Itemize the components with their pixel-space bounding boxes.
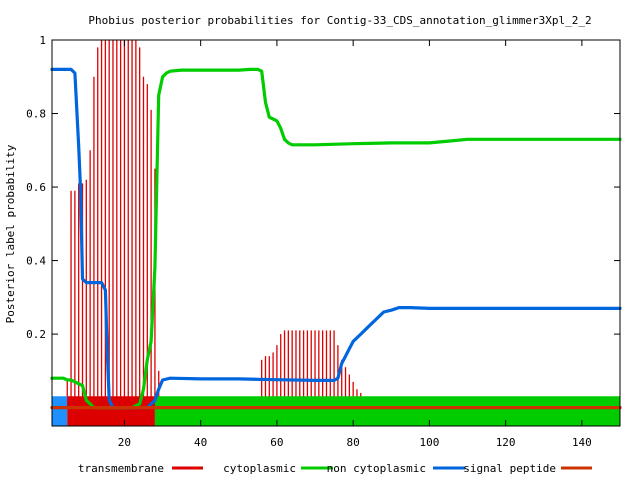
axis-ticks: 20 40 60 80 100 120 140 0.2 0.4 0.6 0.8 1 bbox=[26, 34, 620, 449]
x-tick-label: 60 bbox=[270, 436, 283, 449]
legend-label: transmembrane bbox=[78, 462, 164, 475]
y-axis-label: Posterior label probability bbox=[4, 144, 17, 323]
plot-frame bbox=[51, 39, 621, 427]
legend: transmembrane cytoplasmic non cytoplasmic s… bbox=[78, 462, 592, 475]
x-tick-label: 20 bbox=[118, 436, 131, 449]
x-tick-label: 140 bbox=[572, 436, 592, 449]
x-tick-label: 40 bbox=[194, 436, 207, 449]
series-line-cytoplasmic bbox=[50, 67, 622, 410]
y-tick-label: 0.6 bbox=[26, 181, 46, 194]
legend-label: cytoplasmic bbox=[223, 462, 296, 475]
transmembrane-impulses bbox=[66, 40, 461, 408]
chart-title: Phobius posterior probabilities for Cont… bbox=[88, 14, 591, 27]
y-tick-label: 0.8 bbox=[26, 108, 46, 121]
legend-label: signal peptide bbox=[463, 462, 556, 475]
x-tick-label: 100 bbox=[419, 436, 439, 449]
series-lines bbox=[50, 67, 622, 410]
x-tick-label: 80 bbox=[347, 436, 360, 449]
y-tick-label: 0.4 bbox=[26, 255, 46, 268]
x-tick-label: 120 bbox=[496, 436, 516, 449]
y-tick-label: 1 bbox=[39, 34, 46, 47]
plot-area: 20 40 60 80 100 120 140 0.2 0.4 0.6 0.8 1 bbox=[26, 34, 622, 449]
y-tick-label: 0.2 bbox=[26, 328, 46, 341]
legend-label: non cytoplasmic bbox=[327, 462, 426, 475]
series-line-non-cytoplasmic bbox=[50, 67, 622, 410]
